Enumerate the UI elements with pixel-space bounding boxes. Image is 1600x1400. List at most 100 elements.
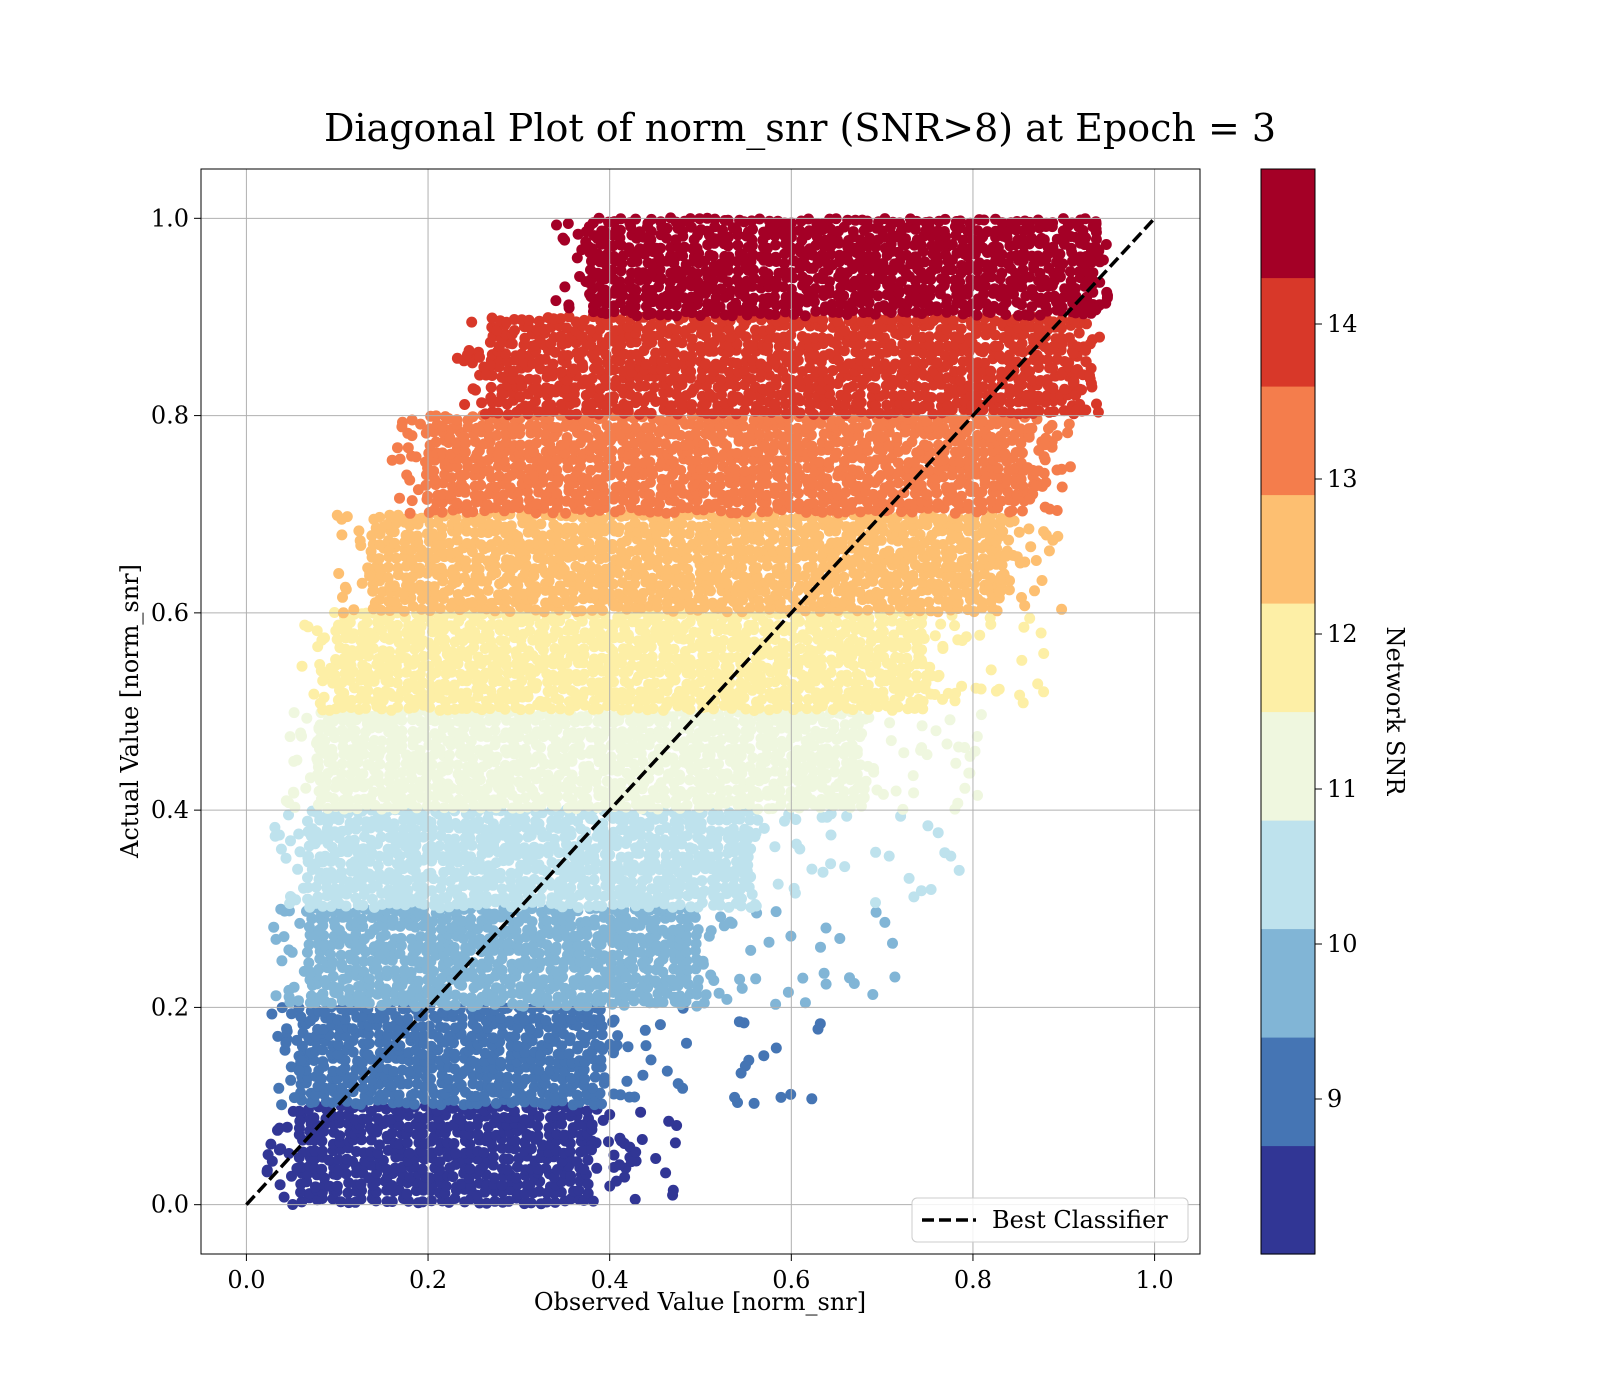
data-point [721,768,733,780]
data-point [366,893,378,905]
data-point [409,1029,421,1041]
data-point [314,659,326,670]
data-point [512,1022,524,1034]
data-point [533,947,545,959]
data-point [713,758,725,770]
data-point [558,564,570,576]
snr-band-4 [280,705,987,815]
data-point [276,955,288,967]
data-point [650,1153,662,1164]
data-point [862,679,874,691]
data-point [937,643,949,654]
data-point [639,1024,651,1036]
data-point [799,997,811,1009]
data-point [697,958,709,970]
data-point [464,1128,476,1140]
data-point [825,829,837,841]
data-point [384,687,396,699]
data-point [687,843,699,855]
data-point [479,1047,491,1059]
data-point [381,965,393,977]
data-point [1038,686,1050,698]
data-point [541,915,553,927]
data-point [884,717,896,729]
data-point [533,1064,545,1076]
data-point [402,1078,414,1090]
data-point [526,924,538,936]
data-point [695,834,707,846]
data-point [444,749,455,761]
data-point [319,850,331,862]
data-point [326,743,338,755]
data-point [502,1071,513,1083]
data-point [309,1145,321,1157]
snr-band-3 [269,804,965,914]
data-point [848,978,860,989]
data-point [418,1030,430,1042]
data-point [591,1162,603,1174]
data-point [424,1020,435,1032]
data-point [673,923,685,935]
data-point [316,634,328,646]
data-point [408,1098,420,1110]
data-point [537,1139,548,1151]
data-point [650,914,661,926]
data-point [972,789,983,801]
data-point [815,941,826,953]
data-point [408,1088,420,1100]
data-point [327,726,339,738]
data-point [467,597,479,608]
data-point [339,1013,351,1025]
data-point [317,988,329,1000]
data-point [461,687,473,699]
data-point [566,769,578,781]
data-point [692,974,704,986]
data-point [1024,612,1036,624]
data-point [446,646,458,658]
data-point [498,588,510,600]
data-point [274,1179,286,1191]
data-point [659,726,671,738]
data-point [427,916,438,928]
data-point [295,1054,307,1066]
data-point [386,1196,398,1207]
data-point [705,969,717,981]
data-point [870,897,881,909]
data-point [608,1149,620,1161]
data-point [333,924,345,936]
data-point [743,1054,755,1066]
data-point [288,787,300,799]
data-point [533,818,545,830]
data-point [287,1105,299,1117]
data-point [518,842,530,854]
data-point [663,1115,675,1127]
data-point [628,916,640,928]
data-point [449,1048,461,1060]
data-point [622,703,634,715]
data-point [367,642,379,654]
data-point [753,595,765,607]
data-point [538,974,550,986]
data-point [669,1137,681,1149]
data-point [325,866,337,878]
data-point [502,937,514,949]
data-point [425,1073,436,1085]
data-point [363,868,375,880]
data-point [565,1170,577,1182]
data-point [772,878,784,890]
data-point [542,769,554,781]
data-point [426,1195,437,1207]
data-point [273,1082,285,1094]
data-point [607,645,619,657]
data-point [1038,648,1050,659]
data-point [524,663,536,674]
data-point [883,850,895,862]
data-point [308,688,320,700]
data-point [270,933,282,945]
data-point [471,1022,483,1034]
data-point [336,958,348,970]
data-point [301,712,313,724]
data-point [512,1040,524,1052]
data-point [713,809,725,821]
